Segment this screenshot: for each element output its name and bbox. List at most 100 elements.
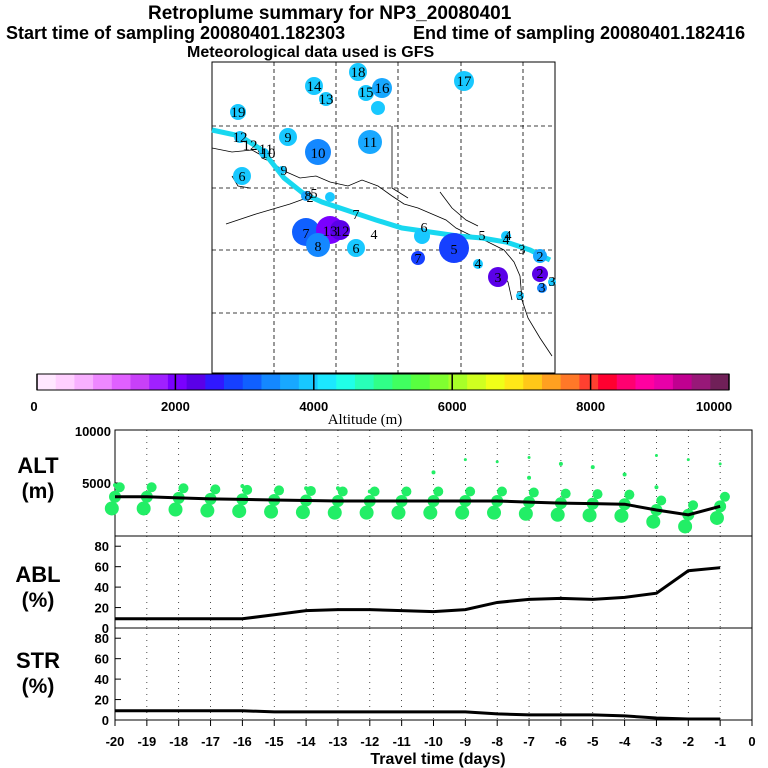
- met-data: Meteorological data used is GFS: [187, 44, 435, 61]
- alt-point: [304, 486, 309, 491]
- y-tick-label: 40: [95, 580, 109, 595]
- map-cluster-label: 2: [307, 191, 314, 206]
- alt-point: [592, 489, 603, 500]
- map-cluster-label: 4: [505, 229, 512, 244]
- alt-point: [401, 486, 412, 497]
- map-cluster-label: 18: [351, 65, 366, 81]
- map-cluster-label: 2: [537, 267, 544, 282]
- alt-point: [688, 500, 699, 511]
- alt-point: [274, 485, 285, 496]
- colorbar-title: Altitude (m): [328, 412, 403, 428]
- colorbar-swatch: [37, 374, 57, 390]
- map-cluster-dot: [501, 231, 511, 241]
- colorbar-label: 4000: [299, 399, 328, 414]
- alt-point: [369, 486, 380, 497]
- alt-point: [136, 501, 151, 516]
- map-cluster-dot: [301, 191, 311, 201]
- alt-point: [337, 486, 348, 497]
- colorbar-swatch: [261, 374, 281, 390]
- alt-point: [582, 508, 597, 523]
- colorbar-swatch: [354, 374, 375, 390]
- alt-point: [646, 514, 661, 529]
- x-tick-label: -13: [329, 734, 348, 749]
- colorbar-label: 8000: [576, 399, 605, 414]
- panel-str: 80 60 40 20 0 STR(%): [16, 627, 753, 728]
- alt-point: [590, 465, 595, 470]
- map-cluster-label: 6: [353, 242, 360, 257]
- colorbar-swatch: [411, 374, 431, 390]
- colorbar-swatch: [467, 374, 487, 390]
- alt-point: [232, 504, 247, 519]
- map-cluster-label: 3: [539, 281, 546, 296]
- map-cluster-dot: [358, 85, 374, 101]
- alt-point: [719, 491, 730, 502]
- map-cluster-label: 10: [311, 146, 326, 162]
- alt-point: [327, 505, 342, 520]
- alt-point: [178, 483, 189, 494]
- alt-point: [496, 486, 507, 497]
- x-tick-label: -4: [619, 734, 631, 749]
- panel-label: ABL: [15, 562, 60, 587]
- map-cluster-label: 16: [375, 81, 391, 97]
- alt-point: [168, 502, 183, 517]
- map-cluster-dot: [414, 228, 430, 244]
- panel-unit: (%): [22, 589, 55, 612]
- map-cluster-label: 5: [451, 243, 458, 258]
- alt-point: [495, 460, 499, 464]
- colorbar-swatch: [224, 374, 244, 390]
- colorbar-swatch: [654, 374, 674, 390]
- colorbar-swatch: [541, 374, 562, 390]
- map-cluster-label: 19: [231, 105, 246, 121]
- x-tick-label: -7: [523, 734, 535, 749]
- x-tick-label: -2: [683, 734, 695, 749]
- coastline: [211, 126, 553, 357]
- colorbar-swatch: [485, 374, 505, 390]
- map-cluster-label: 3: [495, 271, 502, 286]
- alt-point: [455, 505, 470, 520]
- y-tick-label: 60: [95, 652, 109, 667]
- x-tick-label: -5: [587, 734, 599, 749]
- map-cluster-label: 8: [315, 240, 322, 255]
- map-cluster-dot: [347, 239, 365, 257]
- alt-point: [210, 484, 221, 495]
- map-cluster-label: 6: [239, 170, 246, 185]
- map-cluster-label: 14: [307, 79, 323, 95]
- alt-point: [335, 486, 340, 491]
- colorbar-swatch: [317, 374, 337, 390]
- map-cluster-dot: [516, 292, 524, 300]
- colorbar-swatch: [111, 374, 131, 390]
- panel-unit: (m): [22, 480, 55, 503]
- panel-label: STR: [16, 648, 60, 673]
- colorbar-swatch: [392, 374, 412, 390]
- chart-title: Retroplume summary for NP3_20080401: [148, 3, 512, 24]
- x-tick-label: -9: [460, 734, 472, 749]
- colorbar-swatch: [429, 374, 449, 390]
- alt-point: [718, 462, 722, 466]
- map-cluster-label: 12: [335, 224, 350, 240]
- alt-point: [487, 505, 502, 520]
- alt-point: [624, 489, 635, 500]
- y-tick-label: 60: [95, 560, 109, 575]
- map-cluster-dot: [234, 131, 246, 143]
- alt-point: [614, 508, 629, 523]
- alt-point: [686, 458, 690, 462]
- map-cluster-label: 13: [323, 224, 338, 240]
- map-cluster-dot: [473, 259, 483, 269]
- x-tick-label: -12: [360, 734, 379, 749]
- alt-point: [242, 484, 253, 495]
- x-tick-label: -17: [201, 734, 220, 749]
- map-cluster-label: 13: [319, 92, 334, 108]
- colorbar-swatch: [336, 374, 356, 390]
- x-tick-label: -11: [393, 734, 411, 749]
- alt-point: [527, 475, 532, 480]
- alt-point: [264, 504, 279, 519]
- alt-point: [709, 510, 724, 525]
- colorbar-swatch: [635, 374, 655, 390]
- colorbar-swatch: [242, 374, 262, 390]
- colorbar-swatch: [579, 374, 599, 390]
- alt-point: [295, 505, 310, 520]
- map-cluster-label: 8: [305, 189, 312, 204]
- x-tick-label: -1: [714, 734, 726, 749]
- alt-median-line: [115, 495, 721, 517]
